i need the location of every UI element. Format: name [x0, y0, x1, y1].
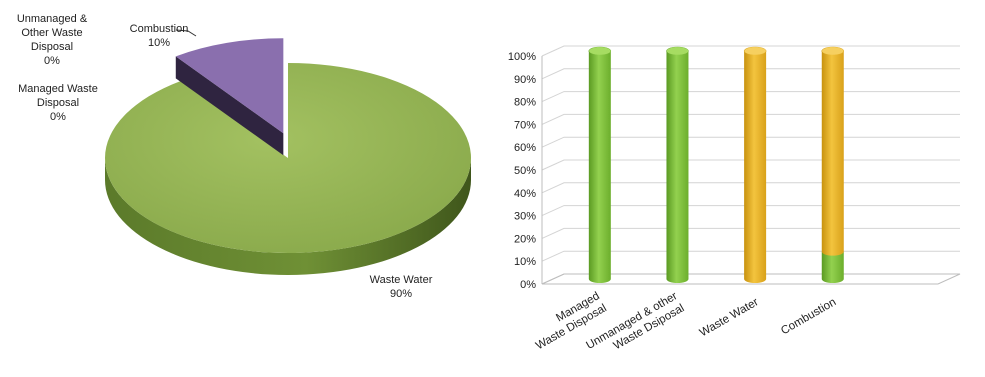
gridline	[541, 45, 960, 57]
x-tick-label-line: Waste Water	[698, 296, 761, 339]
pie-label-combustion: Combustion 10%	[124, 22, 194, 50]
pie-label-unmanaged-line3: Disposal	[30, 41, 74, 53]
pie-chart	[104, 29, 471, 275]
bar-column	[743, 46, 767, 283]
pie-label-waste-water-name: Waste Water	[369, 274, 433, 286]
y-tick-label: 60%	[514, 142, 536, 154]
pie-label-managed-line1: Managed Waste	[18, 83, 98, 95]
bar-cap	[821, 46, 845, 56]
pie-label-unmanaged-line2: Other Waste	[21, 27, 83, 39]
pie-label-unmanaged: Unmanaged & Other Waste Disposal 0%	[2, 12, 102, 68]
bar-column	[666, 46, 689, 283]
y-tick-label: 100%	[508, 51, 536, 63]
y-tick-label: 80%	[514, 97, 536, 109]
y-tick-label: 0%	[520, 279, 536, 291]
pie-slice-combustion	[175, 38, 284, 134]
pie-label-combustion-name: Combustion	[129, 23, 189, 35]
bar-column	[821, 46, 845, 283]
y-tick-label: 30%	[514, 211, 536, 223]
pie-label-waste-water: Waste Water 90%	[356, 273, 446, 301]
pie-label-combustion-pct: 10%	[147, 37, 171, 49]
bar-chart-panel: 0% 10% 20% 30% 40% 50% 60% 70% 80% 90% 100% Managed…	[490, 0, 985, 372]
bar-cap	[588, 46, 612, 56]
bar-column	[588, 46, 612, 283]
bar-segment	[821, 251, 844, 283]
bar-chart: 0%10%20%30%40%50%60%70%80%90%100%Managed…	[508, 45, 961, 352]
bar-segment	[821, 51, 844, 256]
x-tick-label: Waste Water	[698, 296, 761, 339]
pie-label-unmanaged-line1: Unmanaged &	[16, 13, 88, 25]
pie-leader-line-combustion	[175, 29, 197, 37]
pie-slice-side-combustion	[175, 56, 284, 156]
pie-label-managed-pct: 0%	[50, 111, 66, 123]
y-tick-label: 50%	[514, 165, 536, 177]
pie-label-waste-water-pct: 90%	[389, 288, 413, 300]
y-tick-label: 90%	[514, 74, 536, 86]
pie-slice-waste-water	[104, 63, 471, 253]
chart-floor	[541, 273, 961, 285]
bar-segment	[744, 51, 767, 283]
x-tick-label-line: Combustion	[779, 296, 838, 337]
x-tick-label: Combustion	[779, 296, 838, 337]
y-tick-label: 10%	[514, 256, 536, 268]
pie-chart-panel: Unmanaged & Other Waste Disposal 0% Mana…	[0, 0, 480, 372]
bar-segment	[588, 51, 611, 283]
bar-cap	[666, 46, 689, 56]
pie-label-unmanaged-pct: 0%	[44, 55, 60, 67]
pie-label-managed: Managed Waste Disposal 0%	[2, 82, 114, 124]
pie-slice-side-waste-water	[105, 158, 471, 275]
y-tick-label: 20%	[514, 233, 536, 245]
bar-segment	[666, 51, 689, 283]
y-tick-label: 40%	[514, 188, 536, 200]
y-tick-label: 70%	[514, 119, 536, 131]
bar-cap	[743, 46, 767, 56]
pie-label-managed-line2: Disposal	[36, 97, 80, 109]
